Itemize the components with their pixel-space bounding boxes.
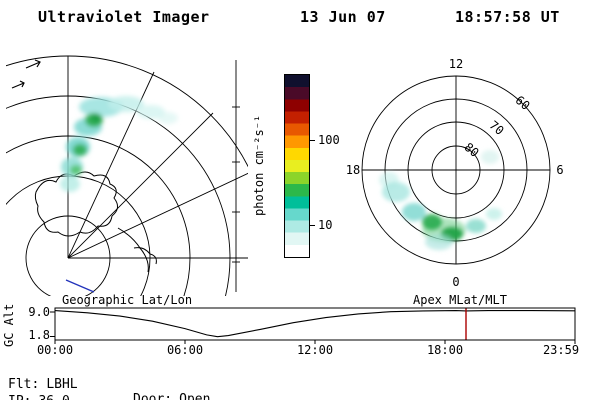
- wind-arrows: [11, 59, 41, 89]
- xtick-1200: 12:00: [296, 343, 334, 357]
- coastline: [34, 171, 157, 273]
- gc-alt-tick-top: 9.0: [28, 305, 50, 319]
- mlat-ring-label-80: 80: [462, 140, 482, 160]
- colorbar-tick-100: 100: [318, 133, 340, 147]
- colorbar-tick-10-mark: [309, 225, 315, 226]
- geo-map: [6, 55, 248, 296]
- gc-alt-axis-ticks: [50, 311, 576, 344]
- mlt-label-0: 0: [452, 275, 459, 289]
- mlt-label-12: 12: [449, 57, 463, 71]
- apex-plot: 12 0 18 6 60 70 80: [346, 57, 564, 289]
- colorbar-tick-10: 10: [318, 218, 333, 232]
- colorbar-tick-100-mark: [309, 140, 315, 141]
- colorbar-units-label: photon cm⁻²s⁻¹: [252, 114, 266, 216]
- mlat-ring-label-70: 70: [487, 118, 507, 138]
- geo-grid: [6, 55, 248, 296]
- gc-alt-curve: [54, 310, 575, 338]
- xtick-0000: 00:00: [36, 343, 74, 357]
- gc-alt-axis-label: GC Alt: [2, 303, 16, 347]
- gc-alt-chart: [50, 307, 576, 344]
- terminator-line: [65, 279, 95, 293]
- gc-alt-plot-frame: [54, 307, 576, 341]
- status-flt: Flt: LBHL: [8, 377, 78, 392]
- status-ip: IP:36.0: [8, 394, 70, 400]
- gc-alt-tick-bottom: 1.8: [28, 328, 50, 342]
- status-row-1: Flt:LBHL Door:Open Mode:Normal GC Alt:8.…: [0, 362, 600, 400]
- apex-panel-title: Apex MLat/MLT: [413, 293, 507, 307]
- mlat-ring-label-60: 60: [513, 93, 533, 113]
- colorbar-gradient: [284, 74, 310, 258]
- geo-aurora-emission: [60, 96, 178, 192]
- status-row-2: IP:36.0 Gain:14 Dsp:-1.2 Seq:39 GLon:93.…: [0, 379, 600, 400]
- app-title: Ultraviolet Imager: [38, 8, 210, 26]
- xtick-2359: 23:59: [542, 343, 580, 357]
- geo-panel-title: Geographic Lat/Lon: [62, 293, 193, 307]
- time-label: 18:57:58 UT: [455, 8, 560, 26]
- date-label: 13 Jun 07: [300, 8, 386, 26]
- status-door: Door: Open: [133, 392, 211, 400]
- xtick-1800: 18:00: [426, 343, 464, 357]
- apex-aurora-emission: [379, 150, 502, 250]
- mlt-label-18: 18: [346, 163, 360, 177]
- mlt-label-6: 6: [556, 163, 563, 177]
- xtick-0600: 06:00: [166, 343, 204, 357]
